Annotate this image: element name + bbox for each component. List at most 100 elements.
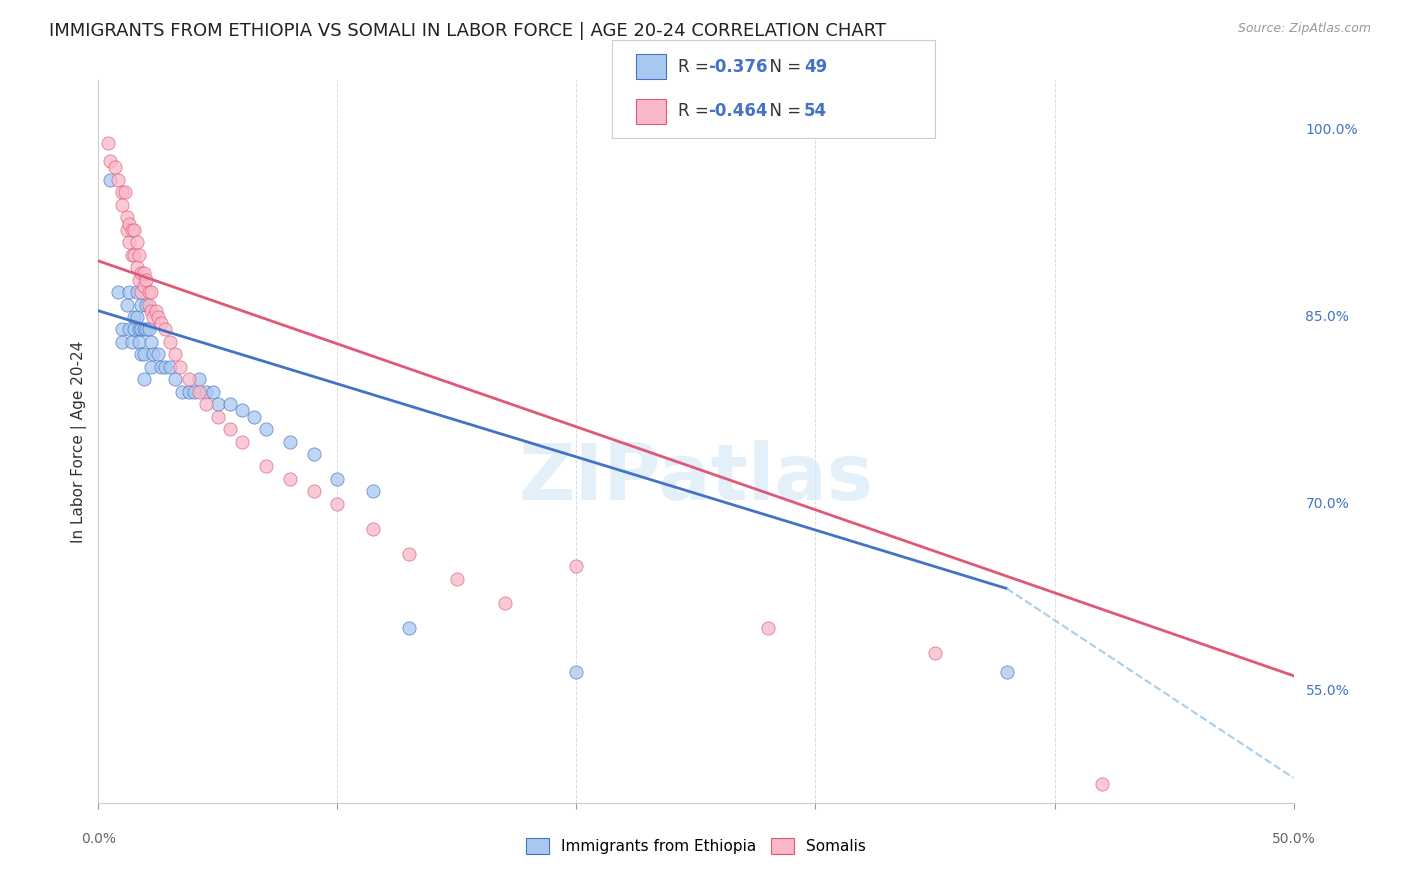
Point	[132, 322, 155, 336]
Point	[138, 285, 160, 299]
Legend: Immigrants from Ethiopia, Somalis: Immigrants from Ethiopia, Somalis	[520, 832, 872, 860]
Text: 49: 49	[804, 58, 828, 76]
Point	[118, 217, 141, 231]
Point	[302, 484, 325, 499]
Point	[121, 248, 143, 262]
Point	[97, 136, 120, 150]
Point	[187, 384, 209, 399]
Point	[125, 285, 148, 299]
Point	[179, 384, 201, 399]
Point	[231, 403, 253, 417]
Point	[169, 359, 191, 374]
Point	[111, 334, 134, 349]
Point	[243, 409, 266, 424]
Point	[131, 322, 153, 336]
Text: 0.0%: 0.0%	[82, 831, 115, 846]
Point	[207, 397, 229, 411]
Point	[124, 310, 146, 324]
Point	[187, 372, 209, 386]
Point	[98, 154, 122, 169]
Point	[118, 322, 141, 336]
Point	[159, 334, 181, 349]
Point	[995, 665, 1018, 679]
Point	[128, 248, 150, 262]
Point	[121, 223, 143, 237]
Point	[145, 303, 167, 318]
Point	[254, 422, 277, 436]
Text: -0.464: -0.464	[709, 103, 768, 120]
Point	[138, 322, 160, 336]
Point	[132, 372, 155, 386]
Point	[135, 322, 157, 336]
Point	[138, 297, 160, 311]
Point	[924, 646, 946, 660]
Point	[118, 285, 141, 299]
Text: Source: ZipAtlas.com: Source: ZipAtlas.com	[1237, 22, 1371, 36]
Point	[756, 621, 779, 635]
Point	[132, 266, 155, 280]
Point	[207, 409, 229, 424]
Point	[111, 186, 134, 200]
Point	[231, 434, 253, 449]
Point	[111, 198, 134, 212]
Point	[104, 161, 127, 175]
Point	[398, 547, 420, 561]
Point	[139, 303, 162, 318]
Point	[114, 186, 136, 200]
Point	[128, 322, 150, 336]
Text: ZIPatlas: ZIPatlas	[519, 440, 873, 516]
Point	[565, 559, 588, 574]
Text: N =: N =	[759, 58, 807, 76]
Point	[125, 310, 148, 324]
Point	[195, 397, 218, 411]
Point	[131, 297, 153, 311]
Text: 50.0%: 50.0%	[1271, 831, 1316, 846]
Point	[1091, 777, 1114, 791]
Text: 100.0%: 100.0%	[1306, 123, 1358, 137]
Point	[398, 621, 420, 635]
Point	[219, 422, 242, 436]
Point	[125, 235, 148, 250]
Point	[149, 316, 172, 330]
Point	[148, 310, 170, 324]
Point	[195, 384, 218, 399]
Point	[159, 359, 181, 374]
Point	[278, 434, 301, 449]
Point	[163, 372, 186, 386]
Y-axis label: In Labor Force | Age 20-24: In Labor Force | Age 20-24	[72, 341, 87, 542]
Text: 70.0%: 70.0%	[1306, 497, 1350, 511]
Point	[124, 322, 146, 336]
Point	[155, 359, 177, 374]
Point	[254, 459, 277, 474]
Text: R =: R =	[678, 103, 714, 120]
Point	[183, 384, 205, 399]
Point	[124, 248, 146, 262]
Point	[494, 597, 516, 611]
Point	[446, 572, 468, 586]
Point	[115, 297, 138, 311]
Point	[111, 322, 134, 336]
Point	[115, 211, 138, 225]
Text: 54: 54	[804, 103, 827, 120]
Point	[128, 334, 150, 349]
Point	[155, 322, 177, 336]
Point	[139, 359, 162, 374]
Text: 55.0%: 55.0%	[1306, 683, 1350, 698]
Point	[135, 272, 157, 286]
Point	[302, 447, 325, 461]
Point	[172, 384, 194, 399]
Point	[132, 278, 155, 293]
Point	[278, 472, 301, 486]
Point	[148, 347, 170, 361]
Point	[363, 522, 385, 536]
Point	[107, 285, 129, 299]
Text: 85.0%: 85.0%	[1306, 310, 1350, 324]
Point	[132, 347, 155, 361]
Point	[121, 334, 143, 349]
Text: R =: R =	[678, 58, 714, 76]
Point	[131, 266, 153, 280]
Point	[163, 347, 186, 361]
Text: N =: N =	[759, 103, 807, 120]
Point	[124, 223, 146, 237]
Point	[118, 235, 141, 250]
